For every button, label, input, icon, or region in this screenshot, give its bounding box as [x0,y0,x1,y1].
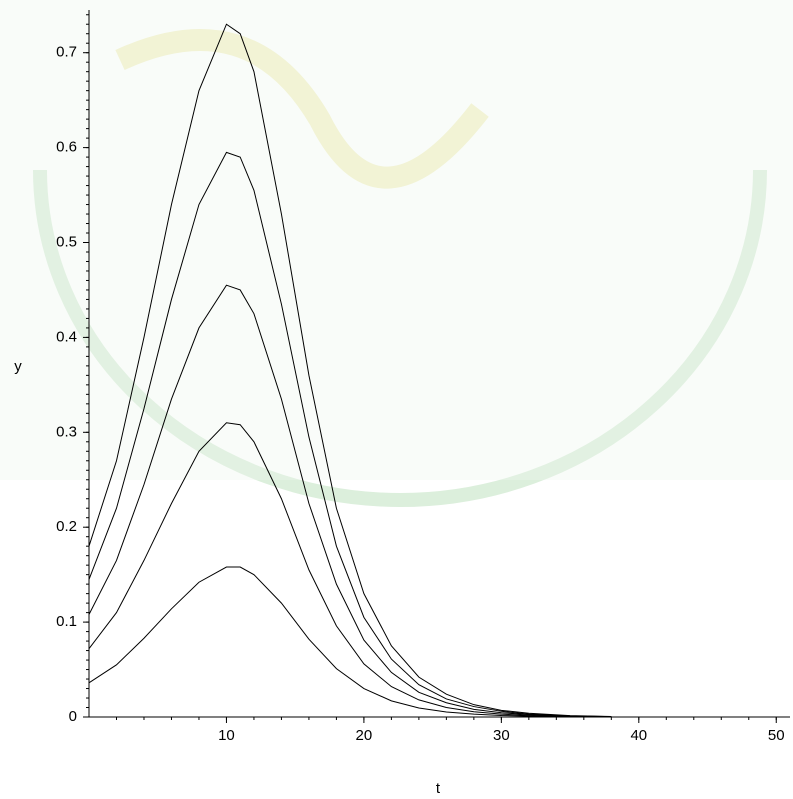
x-tick-label: 40 [630,727,647,744]
y-tick-label: 0.7 [56,44,77,61]
y-tick-label: 0.3 [56,423,77,440]
y-tick-label: 0.5 [56,233,77,250]
y-tick-label: 0.6 [56,139,77,156]
x-tick-label: 20 [356,727,373,744]
x-axis-label: t [436,780,441,797]
x-tick-label: 10 [218,727,235,744]
y-tick-label: 0.1 [56,613,77,630]
x-tick-label: 30 [493,727,510,744]
y-axis-label: y [14,358,22,375]
series-line [88,284,612,718]
y-tick-label: 0.4 [56,328,77,345]
series-line [88,151,612,718]
watermark-logo [115,29,489,189]
y-tick-label: 0 [69,708,77,725]
series-line [88,422,612,718]
y-tick-label: 0.2 [56,518,77,535]
watermark-arc [33,169,767,507]
series-line [88,566,612,718]
series-line [88,23,612,718]
watermark [33,29,767,507]
watermark-tint [0,0,793,480]
x-tick-label: 50 [768,727,785,744]
